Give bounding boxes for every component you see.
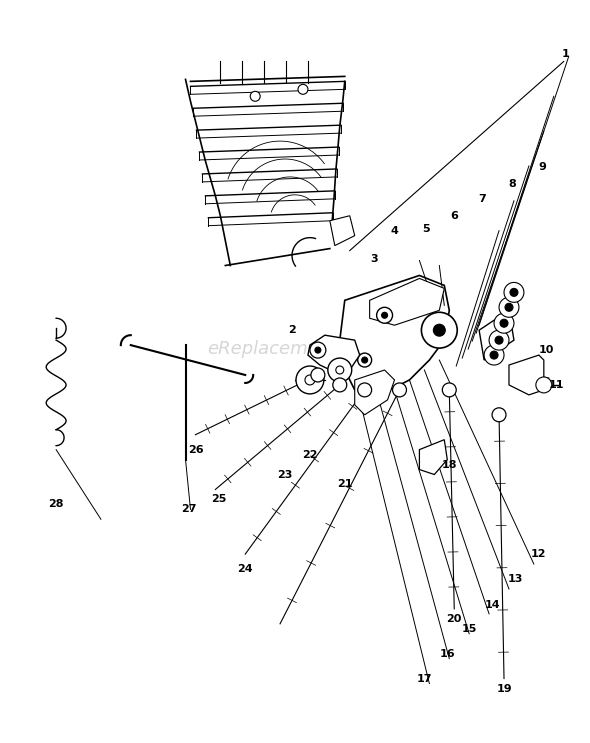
Circle shape <box>333 378 347 392</box>
Polygon shape <box>370 279 444 325</box>
Text: 10: 10 <box>539 345 555 355</box>
Text: 18: 18 <box>441 460 457 470</box>
Text: 15: 15 <box>461 624 477 634</box>
Text: 20: 20 <box>447 614 462 624</box>
Circle shape <box>328 358 352 382</box>
Circle shape <box>336 366 344 374</box>
Circle shape <box>494 314 514 333</box>
Circle shape <box>505 303 513 311</box>
Circle shape <box>504 282 524 302</box>
Text: 4: 4 <box>391 226 398 236</box>
Circle shape <box>492 408 506 422</box>
Circle shape <box>382 312 388 318</box>
Text: 12: 12 <box>531 549 546 559</box>
Circle shape <box>310 342 326 358</box>
Text: 1: 1 <box>562 48 569 59</box>
Circle shape <box>358 353 372 367</box>
Circle shape <box>500 319 508 327</box>
Text: 23: 23 <box>277 470 293 479</box>
Circle shape <box>433 324 445 336</box>
Text: 2: 2 <box>288 325 296 335</box>
Circle shape <box>311 368 325 382</box>
Polygon shape <box>419 440 447 475</box>
Circle shape <box>495 336 503 344</box>
Text: 21: 21 <box>337 479 352 490</box>
Circle shape <box>442 383 456 397</box>
Circle shape <box>489 330 509 350</box>
Circle shape <box>250 91 260 101</box>
Text: 25: 25 <box>211 494 226 504</box>
Text: 14: 14 <box>484 600 500 610</box>
Text: 11: 11 <box>549 380 565 390</box>
Text: 27: 27 <box>181 504 196 514</box>
Polygon shape <box>308 335 360 372</box>
Text: 9: 9 <box>538 162 546 172</box>
Text: 13: 13 <box>507 574 523 584</box>
Text: 7: 7 <box>478 194 486 204</box>
Polygon shape <box>340 276 449 405</box>
Circle shape <box>296 366 324 394</box>
Polygon shape <box>355 370 395 415</box>
Circle shape <box>305 375 315 385</box>
Circle shape <box>510 288 518 296</box>
Text: 17: 17 <box>417 674 432 684</box>
Polygon shape <box>479 311 514 360</box>
Text: eReplacementParts: eReplacementParts <box>207 340 383 358</box>
Text: 3: 3 <box>371 253 378 264</box>
Text: 5: 5 <box>422 224 430 234</box>
Text: 24: 24 <box>237 564 253 574</box>
Text: 28: 28 <box>48 499 64 510</box>
Circle shape <box>484 345 504 365</box>
Text: 26: 26 <box>188 444 204 455</box>
Text: 8: 8 <box>508 179 516 189</box>
Circle shape <box>376 308 392 323</box>
Polygon shape <box>330 215 355 246</box>
Circle shape <box>358 383 372 397</box>
Circle shape <box>421 312 457 348</box>
Circle shape <box>392 383 407 397</box>
Polygon shape <box>509 355 544 395</box>
Circle shape <box>362 357 368 363</box>
Text: 6: 6 <box>450 211 458 221</box>
Text: 16: 16 <box>440 649 455 658</box>
Circle shape <box>298 85 308 94</box>
Circle shape <box>536 377 552 393</box>
Text: 19: 19 <box>496 684 512 693</box>
Circle shape <box>499 297 519 317</box>
Circle shape <box>315 347 321 353</box>
Circle shape <box>490 351 498 359</box>
Text: 22: 22 <box>302 450 317 460</box>
